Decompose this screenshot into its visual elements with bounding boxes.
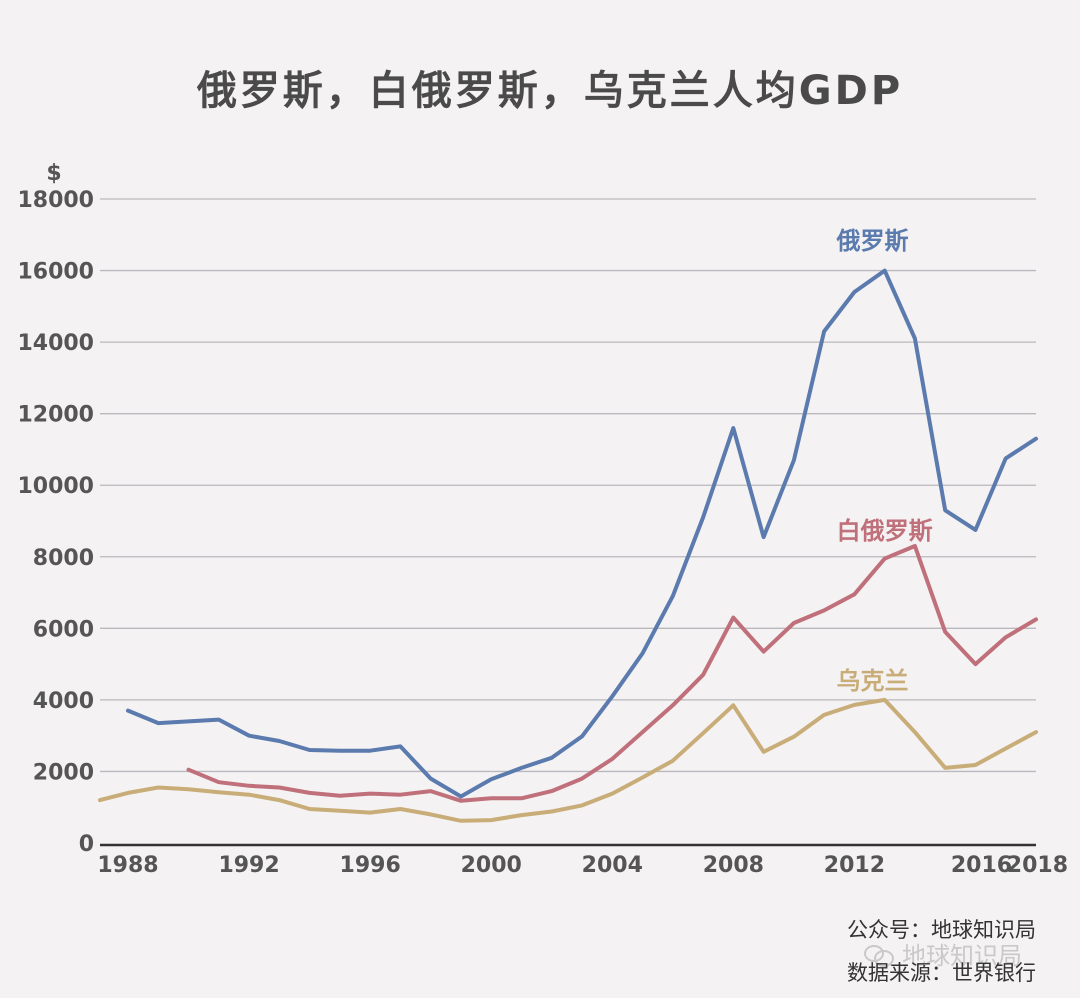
y-tick-label: 2000 — [33, 760, 94, 785]
wechat-icon — [864, 943, 896, 967]
x-tick-label: 2008 — [703, 853, 764, 878]
y-tick-label: 12000 — [17, 403, 94, 428]
y-tick-label: 14000 — [17, 331, 94, 356]
series-label: 俄罗斯 — [836, 227, 909, 255]
watermark-text: 地球知识局 — [902, 942, 1022, 970]
y-axis-label: $ — [46, 161, 61, 186]
y-tick-label: 18000 — [17, 188, 94, 213]
x-tick-label: 2004 — [582, 853, 643, 878]
series-label: 白俄罗斯 — [837, 517, 933, 545]
footer-source: 数据来源：世界银行 — [847, 961, 1036, 985]
x-tick-label: 1988 — [97, 853, 158, 878]
footer-account: 公众号：地球知识局 — [847, 918, 1036, 942]
x-tick-label: 2016 — [951, 853, 1012, 878]
series-line-1 — [186, 544, 1038, 803]
y-tick-label: 4000 — [33, 689, 94, 714]
x-tick-label: 2000 — [461, 853, 522, 878]
gridlines — [100, 198, 1036, 773]
chart-title: 俄罗斯，白俄罗斯，乌克兰人均GDP — [196, 68, 904, 114]
series-line-0 — [126, 268, 1038, 799]
series-lines — [98, 268, 1038, 823]
x-tick-label: 2012 — [824, 853, 885, 878]
y-tick-label: 0 — [79, 832, 94, 857]
y-tick-label: 8000 — [33, 546, 94, 571]
watermark: 地球知识局 — [864, 936, 1022, 971]
y-tick-label: 10000 — [17, 474, 94, 499]
y-tick-label: 6000 — [33, 617, 94, 642]
x-tick-label: 1992 — [218, 853, 279, 878]
series-line-2 — [98, 697, 1038, 823]
x-tick-label: 1996 — [340, 853, 401, 878]
series-label: 乌克兰 — [837, 667, 909, 695]
y-tick-label: 16000 — [17, 260, 94, 285]
axes: 0 2000 4000 6000 8000 10000 12000 14000 16000 180… — [17, 161, 1068, 878]
x-tick-label: 2018 — [1007, 853, 1068, 878]
